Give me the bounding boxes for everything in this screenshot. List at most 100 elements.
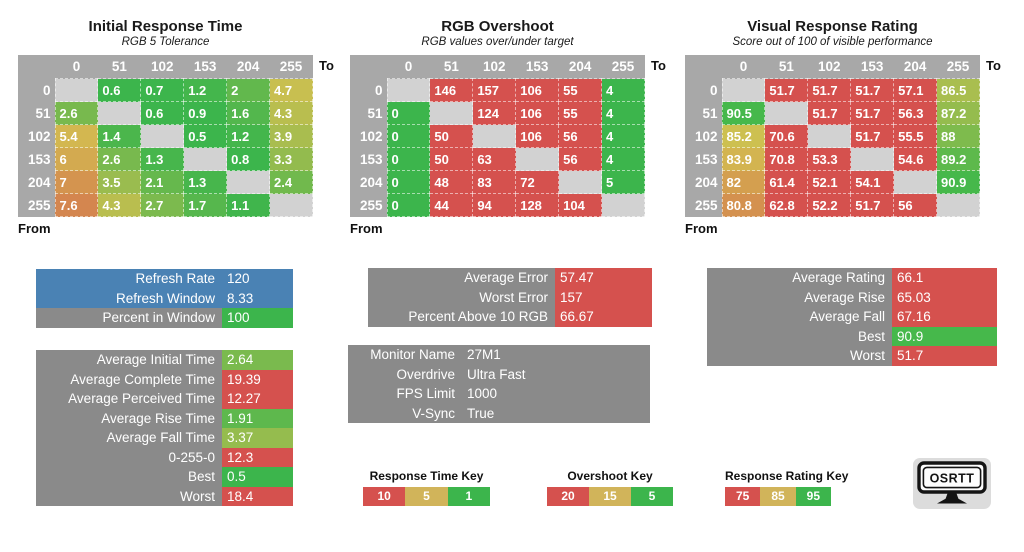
heatmap-cell: 2.6	[97, 147, 142, 171]
heatmap-row: 255 7.6 4.3 2.7 1.7 1.1	[18, 193, 313, 217]
heatmap-row: 153 0 50 63 56 4	[350, 147, 645, 171]
heatmap-diagonal-cell	[764, 101, 809, 125]
key-segment: 75	[725, 487, 761, 506]
heatmap-cell: 48	[429, 170, 474, 194]
chart-subtitle: Score out of 100 of visible performance	[732, 36, 933, 48]
panel-visual-response-rating: Visual Response Rating Score out of 100 …	[685, 16, 1001, 236]
heatmap-wrapper: 0 51 102 153 204 255 0 0.6 0.7 1.2 2 4.7 51 2.6 0.6 0.9…	[18, 55, 334, 217]
heatmap-cell: 87.2	[936, 101, 980, 125]
heatmap-cell: 57.1	[893, 78, 938, 102]
column-header: 153	[183, 55, 227, 79]
heatmap-cell: 4	[601, 147, 645, 171]
chart-subtitle: RGB values over/under target	[421, 36, 574, 48]
stat-label: 0-255-0	[168, 449, 215, 465]
stat-label: Average Fall Time	[106, 430, 215, 445]
row-header: 153	[18, 147, 55, 171]
heatmap-cell: 51.7	[850, 193, 895, 217]
column-header: 255	[269, 55, 313, 79]
row-header: 204	[685, 170, 722, 194]
from-axis-label: From	[685, 221, 718, 236]
stat-value: 100	[222, 308, 293, 328]
stat-label: Percent Above 10 RGB	[408, 309, 548, 324]
heatmap-cell: 0.6	[140, 101, 185, 125]
response-time-stats-box: Average Initial Time 2.64 Average Complete…	[36, 350, 293, 506]
row-header: 0	[350, 78, 387, 102]
heatmap-cell: 90.9	[936, 170, 980, 194]
chart-title: RGB Overshoot	[441, 18, 554, 35]
heatmap-cell: 124	[472, 101, 517, 125]
stat-label: Worst	[179, 488, 215, 504]
heatmap-row: 153 6 2.6 1.3 0.8 3.3	[18, 147, 313, 171]
stat-label: Average Rise	[804, 289, 885, 305]
stat-label: Average Error	[464, 270, 548, 285]
heatmap-cell: 5	[601, 170, 645, 194]
row-header: 51	[350, 101, 387, 125]
key-title: Response Time Key	[369, 469, 484, 483]
panel-rgb-overshoot: RGB Overshoot RGB values over/under targ…	[350, 16, 666, 236]
heatmap-cell: 4	[601, 101, 645, 125]
stat-value: 18.4	[222, 486, 293, 506]
stat-row: Average Fall 67.16	[707, 307, 997, 327]
column-header: 153	[515, 55, 559, 79]
stat-value: 90.9	[892, 326, 997, 346]
stat-row: Average Error 57.47	[368, 268, 652, 288]
stat-row: Refresh Window 8.33	[36, 288, 293, 308]
stat-row: Monitor Name 27M1	[348, 345, 650, 365]
heatmap-cell: 90.5	[721, 101, 766, 125]
stat-label: Average Perceived Time	[68, 391, 215, 406]
heatmap-cell: 61.4	[764, 170, 809, 194]
stat-row: FPS Limit 1000	[348, 384, 650, 404]
stat-value: 1.91	[222, 408, 293, 428]
heatmap-cell: 86.5	[936, 78, 980, 102]
heatmap-row: 51 90.5 51.7 51.7 56.3 87.2	[685, 101, 980, 125]
heatmap-diagonal-cell	[472, 124, 517, 148]
heatmap-wrapper: 0 51 102 153 204 255 0 146 157 106 55 4 51 0 124 106 55 4…	[350, 55, 666, 217]
heatmap-row: 0 146 157 106 55 4	[350, 78, 645, 102]
stat-row: Average Perceived Time 12.27	[36, 389, 293, 409]
key-segment: 1	[447, 487, 490, 506]
stat-value: 67.16	[892, 307, 997, 327]
heatmap-cell: 2.6	[54, 101, 99, 125]
stat-row: Average Complete Time 19.39	[36, 369, 293, 389]
heatmap-cell: 7.6	[54, 193, 99, 217]
stat-row: Average Initial Time 2.64	[36, 350, 293, 370]
heatmap-cell: 51.7	[764, 78, 809, 102]
chart-title: Initial Response Time	[88, 18, 243, 35]
heatmap-cell: 56.3	[893, 101, 938, 125]
heatmap-cell: 55	[558, 78, 603, 102]
stat-row: Percent in Window 100	[36, 308, 293, 328]
key-segments: 10 5 1	[363, 487, 490, 506]
heatmap-cell: 55.5	[893, 124, 938, 148]
heatmap-wrapper: 0 51 102 153 204 255 0 51.7 51.7 51.7 57.1 86.5 51 90…	[685, 55, 1001, 217]
column-header: 102	[140, 55, 184, 79]
row-header: 204	[350, 170, 387, 194]
heatmap-diagonal-cell	[807, 124, 852, 148]
heatmap-cell: 56	[893, 193, 938, 217]
key-segment: 5	[405, 487, 448, 506]
heatmap-diagonal-cell	[429, 101, 474, 125]
heatmap-cell: 85.2	[721, 124, 766, 148]
stat-label: Average Initial Time	[96, 352, 215, 367]
heatmap-cell: 3.5	[97, 170, 142, 194]
heatmap-diagonal-cell	[97, 101, 142, 125]
stat-value: 65.03	[892, 287, 997, 307]
column-header: 255	[601, 55, 645, 79]
chart-subtitle: RGB 5 Tolerance	[121, 36, 210, 48]
heatmap-cell: 4.7	[269, 78, 313, 102]
column-header: 255	[936, 55, 980, 79]
column-header: 51	[97, 55, 141, 79]
key-segment: 85	[760, 487, 796, 506]
key-segment: 10	[363, 487, 406, 506]
stat-label: Worst Error	[479, 289, 548, 305]
stat-label: Worst	[849, 348, 885, 363]
heatmap-cell: 51.7	[850, 124, 895, 148]
rating-stats-box: Average Rating 66.1 Average Rise 65.03 Avera…	[707, 268, 997, 366]
stat-label: Refresh Rate	[36, 269, 222, 289]
column-header: 204	[893, 55, 937, 79]
heatmap-diagonal-cell	[183, 147, 228, 171]
heatmap-row: 0 51.7 51.7 51.7 57.1 86.5	[685, 78, 980, 102]
heatmap-diagonal-cell	[601, 193, 645, 217]
stat-value: 1000	[467, 386, 498, 401]
stat-label: FPS Limit	[396, 386, 455, 401]
